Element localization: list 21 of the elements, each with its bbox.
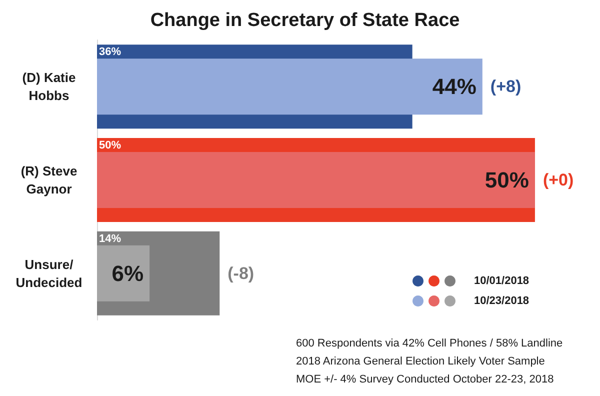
- text: 600 Respondents via 42% Cell Phones / 58% Landline: [296, 338, 563, 350]
- data-label: 36%: [99, 46, 122, 58]
- data-label: 50%: [484, 168, 529, 192]
- bar: [97, 245, 150, 302]
- bar: [97, 152, 535, 208]
- chart-title: Change in Secretary of State Race: [150, 10, 460, 31]
- data-label: 6%: [112, 260, 144, 286]
- text: 2018 Arizona General Election Likely Voter Sample: [296, 356, 545, 368]
- y-tick-label: (D) Katie Hobbs: [22, 70, 76, 104]
- data-label: 14%: [99, 232, 122, 245]
- y-tick-label: (R) Steve Gaynor: [20, 164, 78, 196]
- legend-label: 10/23/2018: [474, 295, 530, 307]
- annotation: (-8): [228, 264, 254, 283]
- annotation: (+0): [542, 170, 574, 190]
- annotation: (+8): [490, 77, 522, 96]
- data-label: 50%: [99, 140, 122, 152]
- bar: [97, 58, 482, 115]
- text: MOE +/- 4% Survey Conducted October 22-23, 2018: [296, 374, 554, 386]
- y-tick-label: Unsure/ Undecided: [16, 256, 82, 290]
- data-label: 44%: [432, 74, 476, 100]
- legend-label: 10/01/2018: [474, 275, 530, 287]
